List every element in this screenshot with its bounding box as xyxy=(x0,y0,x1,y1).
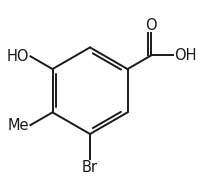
Text: Me: Me xyxy=(8,118,29,133)
Text: HO: HO xyxy=(7,49,29,64)
Text: OH: OH xyxy=(174,48,197,63)
Text: O: O xyxy=(145,18,157,33)
Text: Br: Br xyxy=(82,160,98,175)
